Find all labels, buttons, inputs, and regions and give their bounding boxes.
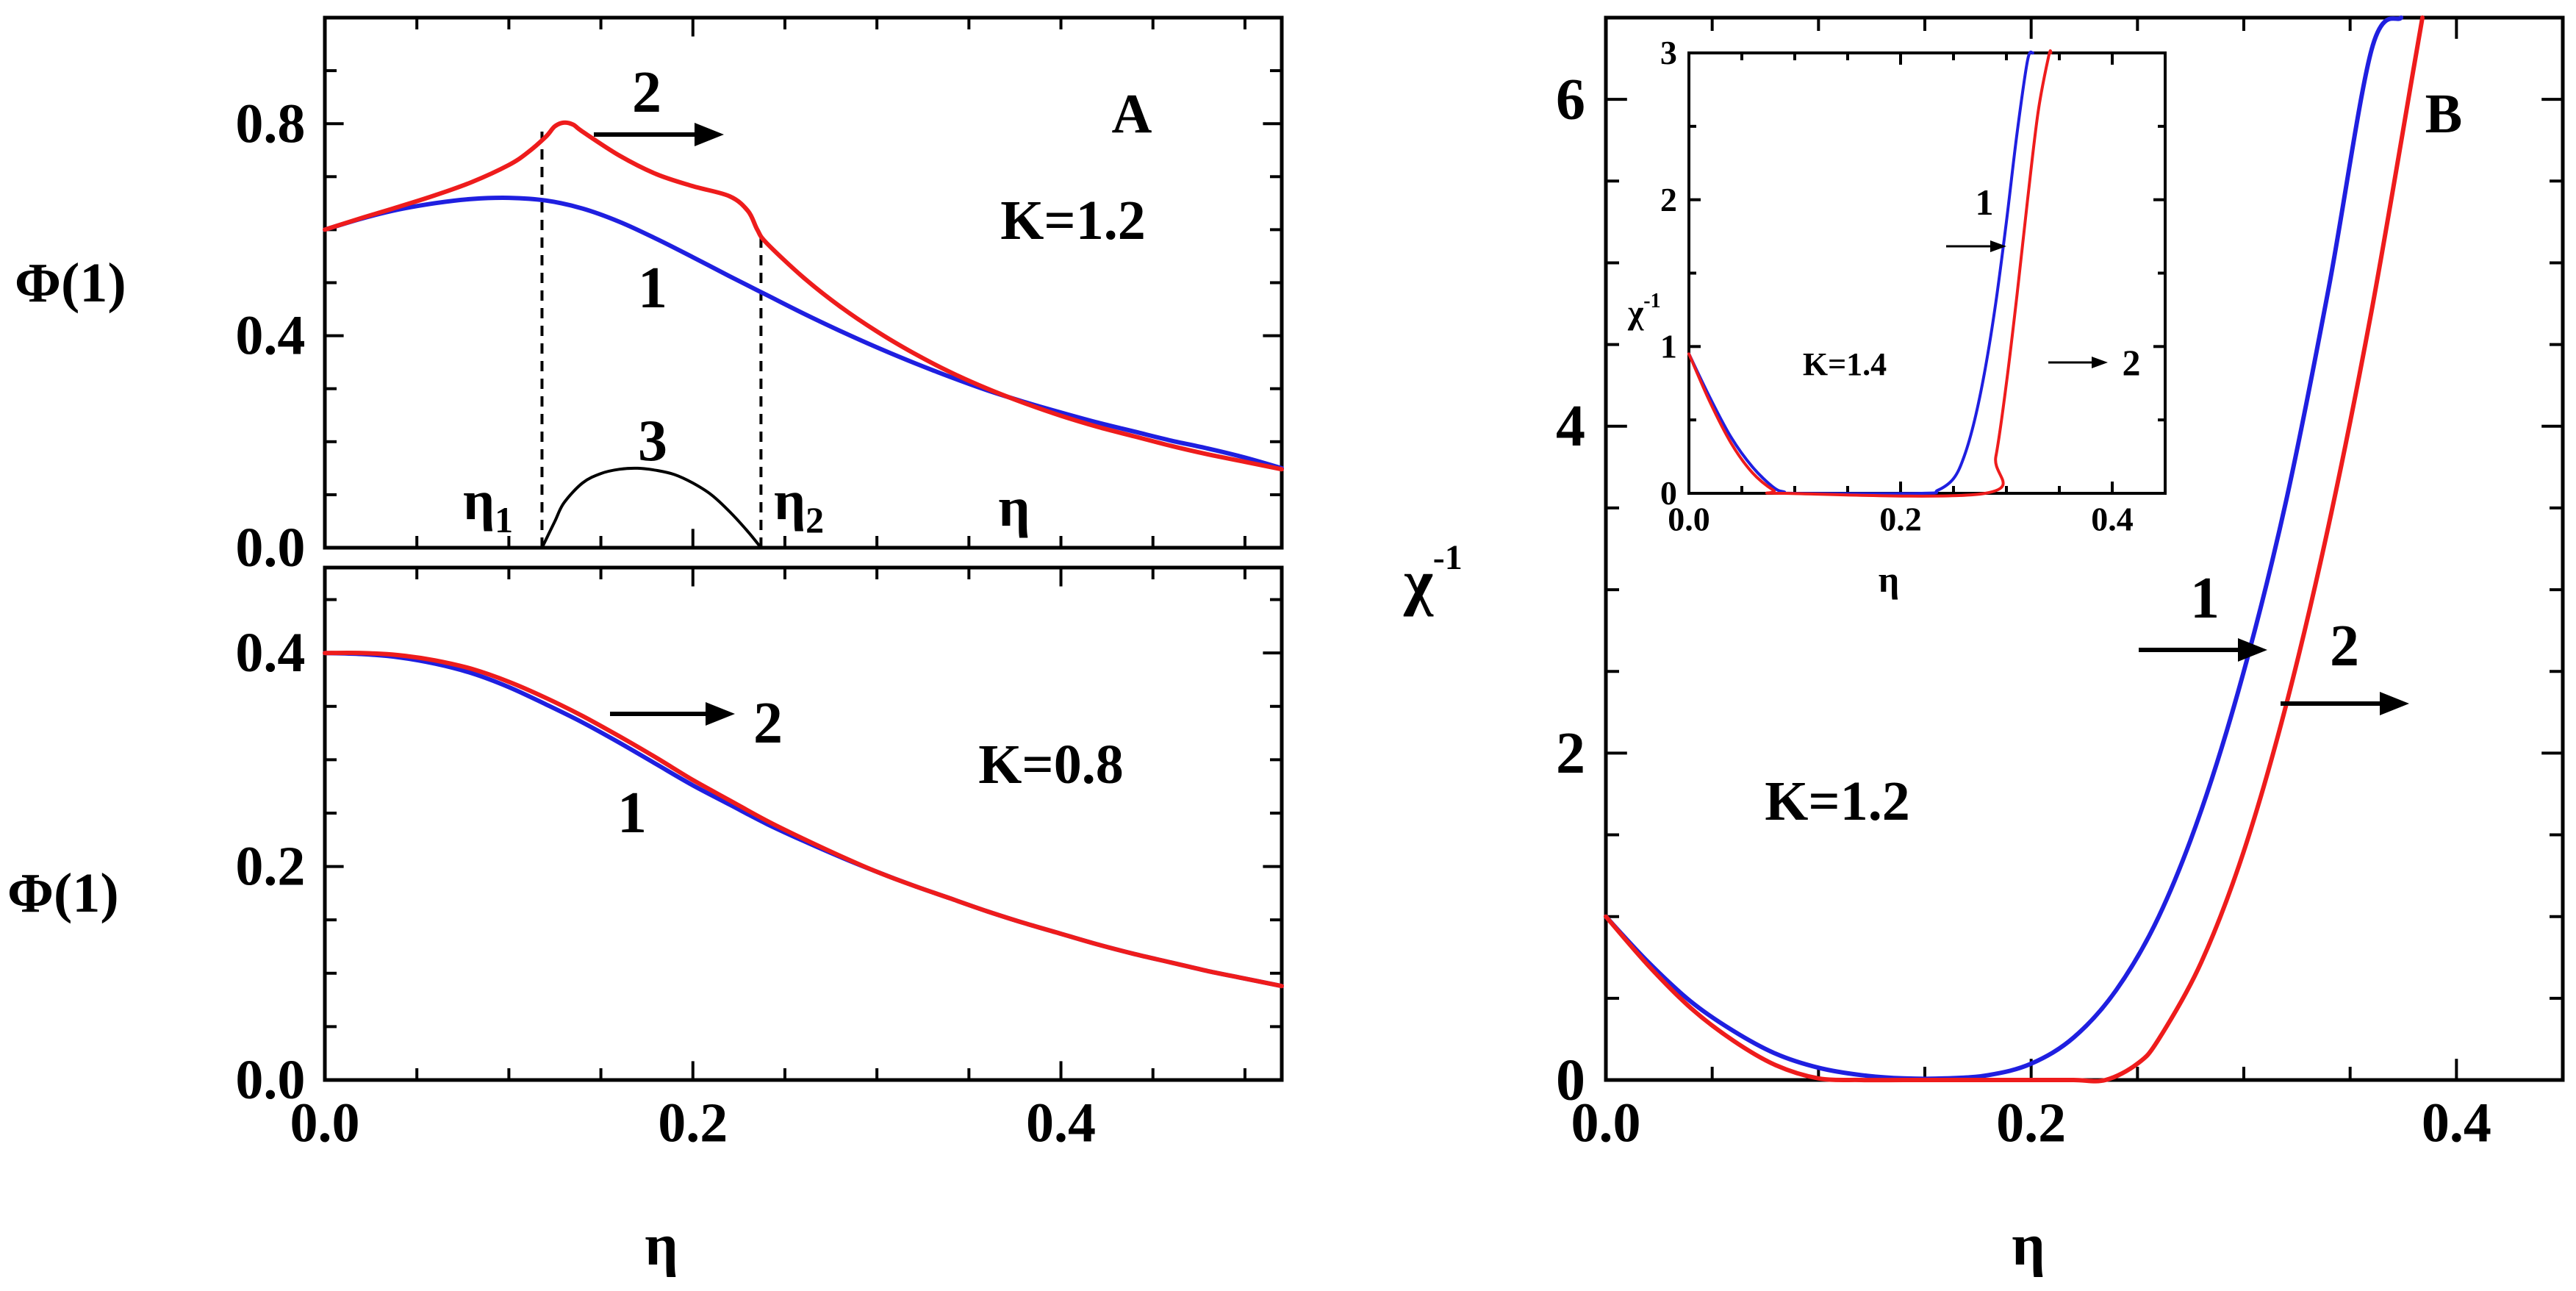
inset-curve-1-label: 1 bbox=[1976, 182, 1994, 223]
curve-2-label: 2 bbox=[2330, 614, 2359, 679]
series-2-line bbox=[323, 120, 1284, 472]
curve-2-arrow bbox=[610, 702, 735, 726]
y-tick-label: 6 bbox=[1556, 68, 1585, 132]
y-tick-label: 1 bbox=[1660, 328, 1677, 365]
inset-ticks bbox=[1687, 51, 2167, 495]
curve-1-label: 1 bbox=[617, 781, 647, 845]
inset-background bbox=[1689, 53, 2165, 493]
x-tick-label: 0.2 bbox=[1996, 1092, 2066, 1154]
y-tick-label: 0.0 bbox=[235, 1049, 305, 1111]
panel-b-inset: 0 1 2 3 0.0 0.2 0.4 χ-1 η K=1.4 1 2 bbox=[1627, 34, 2167, 600]
curve-1-label: 1 bbox=[638, 256, 667, 321]
inset-xtick-labels: 0.0 0.2 0.4 bbox=[1668, 501, 2134, 538]
panel-a-top-curves bbox=[323, 120, 1284, 549]
panel-b-xlabel: η bbox=[2012, 1213, 2045, 1278]
series-1-line bbox=[323, 651, 1284, 989]
y-tick-label: 2 bbox=[1556, 721, 1585, 786]
y-tick-label: 0.2 bbox=[235, 836, 305, 898]
x-tick-label: 0.4 bbox=[2091, 501, 2134, 538]
eta1-label: η1 bbox=[463, 470, 513, 540]
panel-a-bottom-curves bbox=[323, 650, 1284, 989]
inset-curve-2-label: 2 bbox=[2123, 342, 2141, 383]
x-tick-label: 0.0 bbox=[1571, 1092, 1641, 1154]
curve-2-arrow bbox=[2281, 692, 2409, 715]
inset-ytick-labels: 0 1 2 3 bbox=[1660, 34, 1677, 512]
panel-b-curves bbox=[1604, 15, 2425, 1084]
series-3-line bbox=[540, 466, 763, 549]
y-tick-label: 3 bbox=[1660, 34, 1677, 71]
y-tick-label: 0 bbox=[1660, 474, 1677, 512]
curve-1-arrow bbox=[2139, 638, 2267, 662]
y-tick-label: 0.4 bbox=[235, 305, 305, 367]
inset-ylabel-sup: -1 bbox=[1643, 290, 1660, 312]
eta-inner-label: η bbox=[998, 476, 1030, 538]
inset-curve-2-arrow bbox=[2048, 357, 2108, 368]
eta1-subscript: 1 bbox=[495, 499, 513, 540]
panel-a-bottom-ylabel: Φ(1) bbox=[7, 862, 119, 924]
curve-1-label: 1 bbox=[2190, 566, 2220, 631]
inset-ylabel: χ-1 bbox=[1627, 290, 1661, 331]
y-tick-label: 2 bbox=[1660, 181, 1677, 218]
panel-a-bottom-frame bbox=[323, 565, 1284, 1082]
panel-b-xtick-labels: 0.0 0.2 0.4 bbox=[1571, 1092, 2491, 1154]
panel-b-ylabel: χ-1 bbox=[1403, 538, 1463, 617]
x-tick-label: 0.2 bbox=[658, 1092, 728, 1154]
inset-curve-1-arrow bbox=[1946, 240, 2006, 252]
panel-b-ytick-labels: 0 2 4 6 bbox=[1556, 68, 1585, 1113]
eta2-label: η2 bbox=[774, 470, 824, 540]
x-tick-label: 0.0 bbox=[290, 1092, 360, 1154]
panel-a-xlabel: η bbox=[645, 1213, 678, 1278]
inset-annotation: K=1.4 bbox=[1803, 346, 1887, 382]
panel-b-ylabel-sup: -1 bbox=[1433, 538, 1463, 577]
series-1-line bbox=[1687, 50, 2034, 496]
x-tick-label: 0.0 bbox=[1668, 501, 1710, 538]
series-1-line bbox=[1604, 15, 2404, 1081]
panel-a-top-vlines bbox=[540, 129, 763, 548]
panel-a-top-ytick-labels: 0.0 0.4 0.8 bbox=[235, 93, 305, 579]
inset-ylabel-symbol: χ bbox=[1627, 293, 1644, 331]
y-tick-label: 0.8 bbox=[235, 93, 305, 154]
panel-a-bottom-xtick-labels: 0.0 0.2 0.4 bbox=[290, 1092, 1097, 1154]
panel-a-top: 0.00.40.8 Φ(1) A K=1.2 1 2 3 η1 η2 η bbox=[15, 15, 1284, 579]
series-2-line bbox=[1687, 49, 2053, 498]
x-tick-label: 0.2 bbox=[1879, 501, 1922, 538]
x-tick-label: 0.4 bbox=[2422, 1092, 2491, 1154]
curve-2-label: 2 bbox=[632, 60, 661, 125]
series-2-line bbox=[1604, 15, 2425, 1084]
panel-b-annotation: K=1.2 bbox=[1765, 770, 1909, 832]
y-tick-label: 0.4 bbox=[235, 622, 305, 684]
eta2-symbol: η bbox=[774, 470, 806, 532]
curve-3-label: 3 bbox=[638, 409, 667, 473]
panel-b-label: B bbox=[2425, 83, 2463, 145]
y-tick-label: 0 bbox=[1556, 1048, 1585, 1112]
inset-xlabel: η bbox=[1879, 559, 1899, 600]
series-2-line bbox=[323, 650, 1284, 989]
panel-b-ylabel-symbol: χ bbox=[1403, 546, 1434, 617]
eta1-symbol: η bbox=[463, 470, 495, 532]
panel-a-bottom-ytick-labels: 0.0 0.2 0.4 bbox=[235, 622, 305, 1111]
curve-2-label: 2 bbox=[753, 691, 783, 756]
eta2-subscript: 2 bbox=[806, 499, 824, 540]
curve-2-arrow bbox=[594, 123, 724, 146]
panel-a-bottom-ticks bbox=[323, 568, 1282, 1081]
panel-a-label: A bbox=[1112, 83, 1152, 145]
panel-a-top-annotation: K=1.2 bbox=[1000, 190, 1145, 251]
panel-a-top-ticks bbox=[323, 16, 1282, 549]
panel-b-ticks bbox=[1604, 16, 2564, 1081]
inset-curves bbox=[1687, 49, 2053, 498]
y-tick-label: 0.0 bbox=[235, 517, 305, 579]
panel-a-bottom-annotation: K=0.8 bbox=[978, 734, 1123, 795]
y-tick-label: 4 bbox=[1556, 394, 1585, 459]
x-tick-label: 0.4 bbox=[1026, 1092, 1096, 1154]
panel-a-bottom: 0.0 0.2 0.4 0.0 0.2 0.4 Φ(1) η K=0.8 1 2 bbox=[7, 565, 1284, 1278]
series-1-line bbox=[323, 196, 1284, 471]
panel-a-top-ylabel: Φ(1) bbox=[15, 252, 126, 314]
